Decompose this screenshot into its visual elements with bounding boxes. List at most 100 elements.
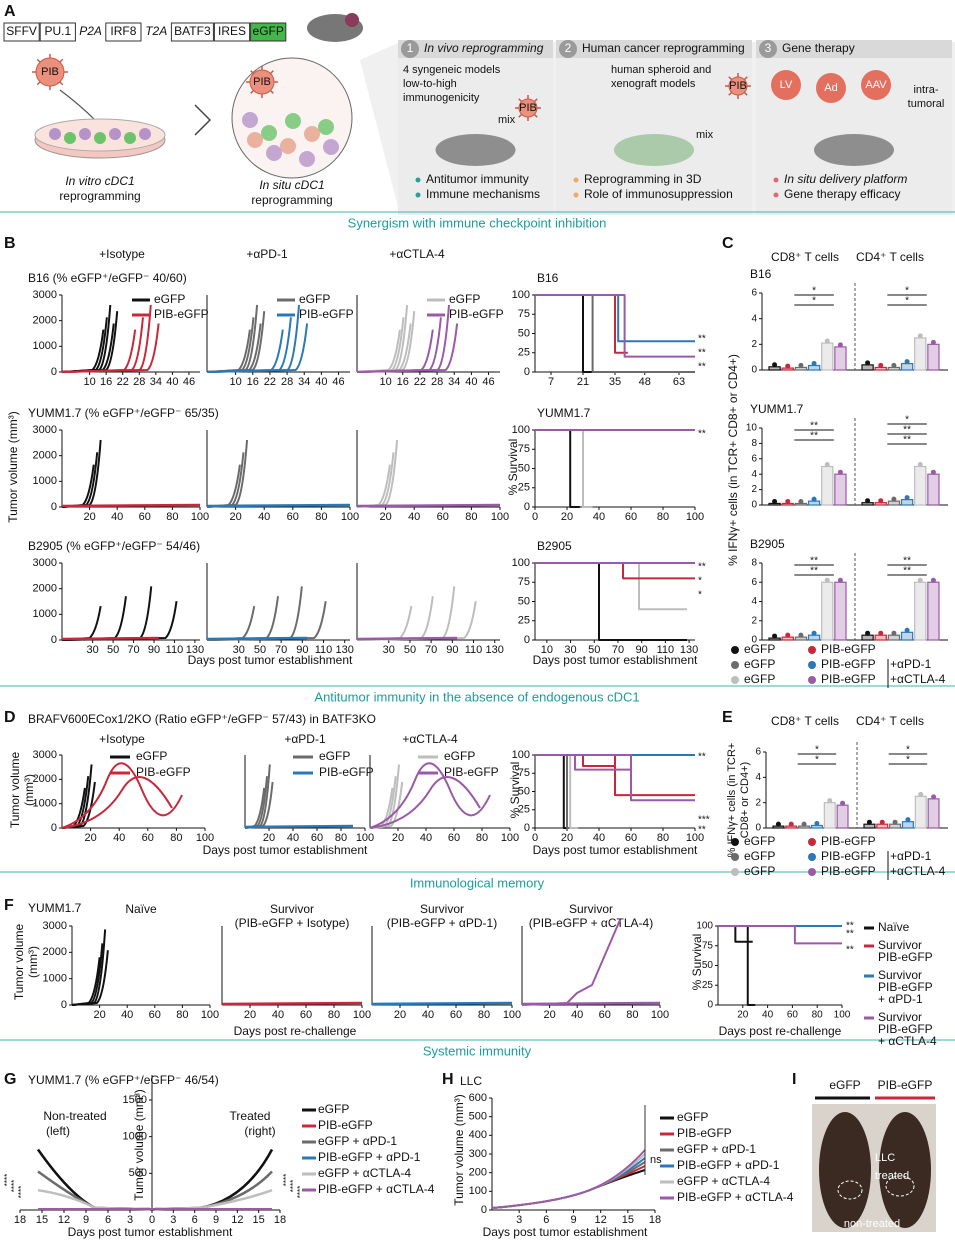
x-tick-label: 70 [425, 644, 437, 656]
x-tick-label: 60 [142, 832, 154, 844]
label: ns [650, 1154, 662, 1166]
curve [356, 329, 401, 373]
curve [206, 317, 255, 373]
y-tick-label: 0 [524, 366, 530, 378]
section-title: Synergism with immune checkpoint inhibit… [348, 215, 607, 230]
x-tick-label: 60 [448, 832, 460, 844]
curve [206, 596, 280, 641]
y-tick-label: 0 [707, 1000, 713, 1011]
x-tick-label: 0 [532, 511, 538, 523]
survival-curve [535, 429, 580, 508]
dot [798, 632, 804, 638]
construct-element: SFFV [6, 24, 37, 38]
x-tick-label: 80 [166, 511, 178, 523]
x-tick-label: 9 [83, 1214, 89, 1226]
curve [61, 605, 102, 641]
label: ** [698, 429, 706, 440]
label: reprogramming [59, 189, 140, 203]
bar [807, 364, 821, 371]
label: Immune mechanisms [426, 187, 540, 201]
y-tick-label: 2000 [43, 946, 67, 958]
y-tick-label: 1000 [33, 608, 57, 620]
x-tick-label: 18 [14, 1214, 26, 1226]
label: In situ cDC1 [259, 178, 324, 192]
vector [861, 70, 891, 100]
label: xenograft models [611, 78, 696, 90]
curve [356, 503, 501, 508]
y-tick-label: 75 [702, 940, 714, 951]
label: treated [875, 1170, 909, 1182]
bar [914, 465, 927, 506]
bar [914, 337, 927, 371]
bar [823, 802, 836, 829]
x-tick-label: 70 [275, 644, 287, 656]
label: Days post re-challenge [234, 1024, 357, 1038]
survival-curve [718, 925, 756, 1006]
label: human spheroid and [611, 64, 711, 76]
x-tick-label: 3 [170, 1214, 176, 1226]
label: YUMM1.7 (% eGFP⁺/eGFP⁻ 46/54) [28, 1073, 219, 1087]
y-tick-label: 25 [518, 347, 530, 359]
label: Naïve [125, 902, 157, 916]
label: ** [698, 334, 706, 345]
cell [299, 151, 315, 167]
label: PIB-eGFP [449, 307, 504, 321]
x-tick-label: 60 [599, 1009, 611, 1021]
bar [927, 798, 940, 829]
y-tick-label: 3000 [33, 557, 57, 569]
curve [154, 1148, 274, 1211]
x-tick-label: 100 [491, 511, 509, 523]
legend-dot [731, 853, 739, 861]
x-tick-label: 100 [191, 511, 209, 523]
curve [356, 323, 459, 373]
x-tick-label: 15 [622, 1214, 634, 1226]
dot [865, 498, 871, 504]
cell [323, 139, 339, 155]
label: Role of immunosuppression [584, 187, 733, 201]
label: PIB-eGFP [136, 765, 191, 779]
curve [61, 776, 173, 829]
label: Survivor [878, 1010, 922, 1024]
label: CD8⁺ T cells [771, 250, 839, 264]
label: +αPD-1 [890, 657, 932, 671]
dot [785, 363, 791, 369]
label: (left) [46, 1124, 70, 1138]
label: PIB-eGFP + αPD-1 [318, 1150, 421, 1164]
y-tick-label: 6 [751, 577, 757, 588]
label: eGFP [744, 672, 775, 686]
bar [927, 473, 940, 506]
label: PIB-eGFP [878, 980, 933, 994]
label: Human cancer reprogramming [582, 41, 745, 55]
label: PIB-eGFP [821, 849, 876, 863]
label: eGFP [744, 834, 775, 848]
x-tick-label: 20 [84, 832, 96, 844]
label: Reprogramming in 3D [584, 172, 702, 186]
dot [785, 498, 791, 504]
panel-label: D [4, 709, 16, 726]
label: 2 [565, 41, 572, 55]
dot [837, 342, 843, 348]
section-title: Systemic immunity [423, 1043, 532, 1058]
spike [728, 91, 733, 96]
y-tick-label: 500 [469, 1111, 487, 1123]
curve [356, 605, 413, 641]
label: Ad [824, 82, 837, 94]
label: In vivo reprogramming [424, 41, 544, 55]
y-tick-label: 2000 [33, 450, 57, 462]
x-tick-label: 10 [83, 376, 95, 388]
virus-label: PIB [41, 66, 59, 78]
x-tick-label: 40 [272, 1009, 284, 1021]
x-tick-label: 50 [254, 644, 266, 656]
y-tick-label: 0 [51, 634, 57, 646]
label: eGFP [299, 292, 330, 306]
dot [798, 362, 804, 368]
y-tick-label: 25 [518, 804, 530, 816]
bar [876, 823, 889, 829]
significance: ** [810, 431, 818, 442]
bar [914, 795, 927, 829]
curve [244, 824, 354, 829]
y-tick-label: 1000 [33, 475, 57, 487]
x-tick-label: 3 [516, 1214, 522, 1226]
x-tick-label: 20 [543, 1009, 555, 1021]
y-tick-label: 100 [469, 1185, 487, 1197]
